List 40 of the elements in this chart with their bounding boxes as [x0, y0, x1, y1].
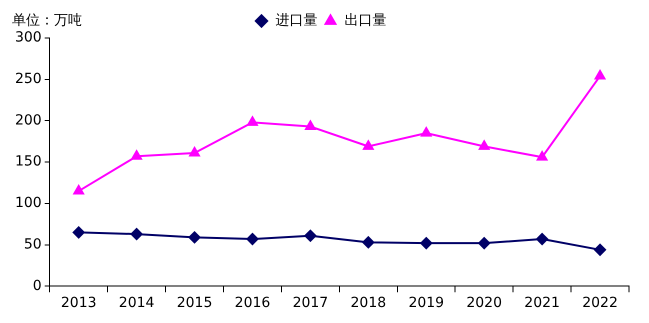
y-tick-label: 150: [14, 154, 42, 170]
y-tick-label: 300: [14, 30, 42, 46]
point: [304, 230, 316, 242]
point: [246, 233, 258, 246]
y-tick-label: 0: [32, 278, 42, 294]
point: [189, 147, 200, 156]
point: [188, 231, 201, 244]
point: [362, 236, 374, 248]
x-tick-label: 2018: [350, 295, 386, 312]
legend-label: 进口量: [276, 12, 318, 29]
point: [130, 228, 143, 240]
point: [247, 116, 258, 126]
point: [73, 185, 84, 195]
point: [536, 233, 548, 246]
point: [305, 120, 316, 130]
x-tick-label: 2016: [234, 295, 270, 312]
y-axis-title: 单位：万吨: [12, 12, 82, 29]
x-tick-label: 2014: [118, 295, 155, 312]
x-tick-label: 2020: [466, 295, 502, 312]
x-tick-label: 2017: [292, 295, 328, 312]
point: [478, 237, 490, 250]
point: [131, 150, 142, 160]
x-tick-label: 2015: [176, 295, 212, 312]
point: [594, 70, 606, 80]
point: [362, 140, 374, 150]
point: [420, 127, 432, 137]
y-tick-label: 100: [14, 195, 42, 212]
point: [420, 237, 432, 250]
x-tick-label: 2021: [524, 295, 560, 312]
y-tick-label: 200: [14, 112, 42, 128]
point: [536, 151, 548, 161]
x-tick-label: 2013: [60, 295, 97, 312]
x-tick-label: 2022: [582, 295, 618, 312]
point: [594, 244, 606, 256]
y-tick-label: 250: [14, 71, 42, 88]
y-tick-label: 50: [24, 236, 42, 252]
legend-label: 出口量: [344, 12, 386, 29]
point: [478, 140, 490, 150]
point: [72, 226, 85, 238]
x-tick-label: 2019: [408, 295, 444, 312]
